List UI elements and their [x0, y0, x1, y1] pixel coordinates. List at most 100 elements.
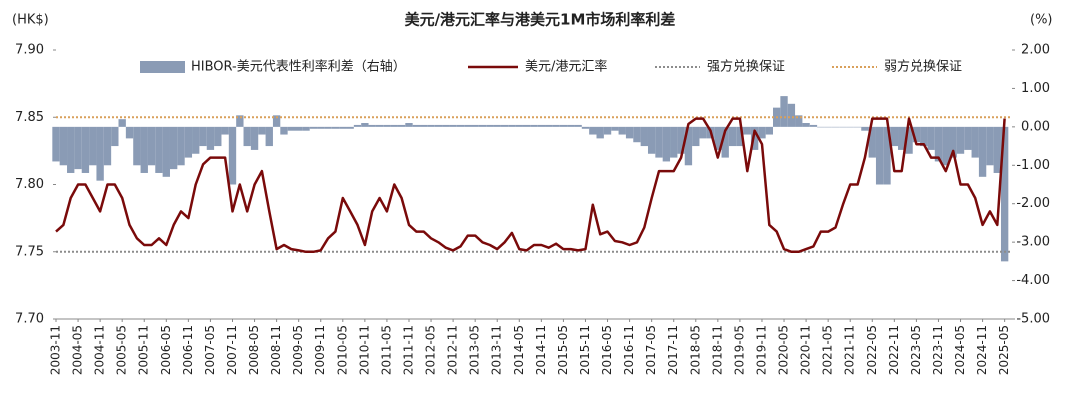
bar [317, 126, 325, 129]
bar [986, 126, 994, 166]
bar [449, 124, 457, 127]
y-tick-label: 7.90 [15, 43, 44, 58]
bar [250, 126, 259, 150]
bar [471, 124, 479, 127]
bar [839, 126, 847, 128]
bar [780, 96, 788, 127]
legend-label: 强方兑换保证 [707, 59, 785, 75]
bar [383, 124, 391, 127]
bar [978, 126, 987, 177]
bar [412, 124, 421, 127]
bar [155, 126, 163, 173]
x-tick-label: 2017-05 [644, 325, 658, 375]
x-tick-label: 2019-11 [754, 325, 768, 375]
bar [552, 124, 560, 127]
bar [567, 124, 575, 127]
y-tick-label: 7.80 [15, 177, 44, 192]
y-tick-label: 7.75 [15, 244, 44, 259]
x-tick-label: 2016-05 [600, 325, 614, 375]
x-tick-label: 2020-05 [777, 325, 791, 375]
y2-tick-label: -3.00 [1016, 235, 1050, 250]
bar [647, 126, 656, 154]
y2-tick-label: 1.00 [1021, 81, 1050, 96]
bar [883, 126, 891, 185]
bar [236, 115, 244, 127]
x-tick-label: 2021-05 [821, 325, 835, 375]
x-tick-label: 2015-11 [578, 325, 592, 375]
bar [853, 126, 862, 128]
bar [574, 124, 582, 127]
bar [243, 126, 251, 147]
bar [633, 126, 641, 143]
y2-tick-label: 0.00 [1021, 119, 1050, 134]
bar [478, 124, 487, 127]
bar [221, 126, 229, 135]
x-tick-label: 2003-11 [49, 325, 63, 375]
bar [464, 124, 472, 127]
bar [96, 126, 104, 181]
x-tick-label: 2022-05 [865, 325, 879, 375]
bar [743, 126, 751, 135]
bar [280, 126, 288, 135]
bar [942, 126, 950, 166]
bar [309, 126, 318, 129]
bar [515, 124, 523, 127]
bar [206, 126, 215, 150]
bar [140, 126, 148, 173]
bar [199, 126, 207, 147]
bar [169, 126, 178, 170]
bar [59, 126, 68, 166]
x-tick-label: 2015-05 [556, 325, 570, 375]
bar [736, 126, 744, 147]
bar [177, 126, 185, 166]
bar [787, 103, 796, 127]
bar [817, 126, 825, 128]
bar [52, 126, 60, 162]
bar [868, 126, 876, 158]
bar [214, 126, 222, 147]
x-tick-label: 2024-05 [953, 325, 967, 375]
bar [920, 126, 928, 147]
bar [508, 124, 516, 127]
bar [684, 126, 693, 166]
bar [67, 126, 75, 173]
bar [442, 124, 450, 127]
bar [486, 124, 494, 127]
x-tick-label: 2023-05 [909, 325, 923, 375]
line [55, 117, 1006, 254]
y2-tick-label: 2.00 [1021, 43, 1050, 58]
x-tick-label: 2010-05 [335, 325, 349, 375]
x-tick-label: 2023-11 [931, 325, 945, 375]
bar [530, 124, 538, 127]
x-tick-label: 2006-11 [181, 325, 195, 375]
bar [581, 126, 590, 129]
bar [846, 126, 854, 128]
bar [964, 126, 972, 150]
bar [949, 126, 957, 158]
bar [118, 119, 126, 127]
bar [339, 126, 347, 129]
x-tick-label: 2025-05 [997, 325, 1011, 375]
x-tick-label: 2012-11 [446, 325, 460, 375]
x-tick-label: 2007-11 [225, 325, 239, 375]
bar [603, 126, 612, 135]
bar [493, 124, 501, 127]
bar [228, 126, 237, 185]
bar [927, 126, 935, 150]
x-tick-label: 2009-11 [313, 325, 327, 375]
bar [905, 126, 913, 154]
x-tick-label: 2020-11 [799, 325, 813, 375]
bar [802, 123, 810, 127]
bar [861, 126, 869, 131]
bar [912, 126, 921, 143]
bar [125, 126, 134, 139]
bar [545, 124, 553, 127]
bar [258, 126, 266, 135]
bar [537, 124, 546, 127]
bar [456, 124, 465, 127]
bar [890, 126, 899, 147]
bar [831, 126, 840, 128]
bar [81, 126, 90, 173]
bar [302, 126, 310, 131]
bar [714, 126, 722, 150]
